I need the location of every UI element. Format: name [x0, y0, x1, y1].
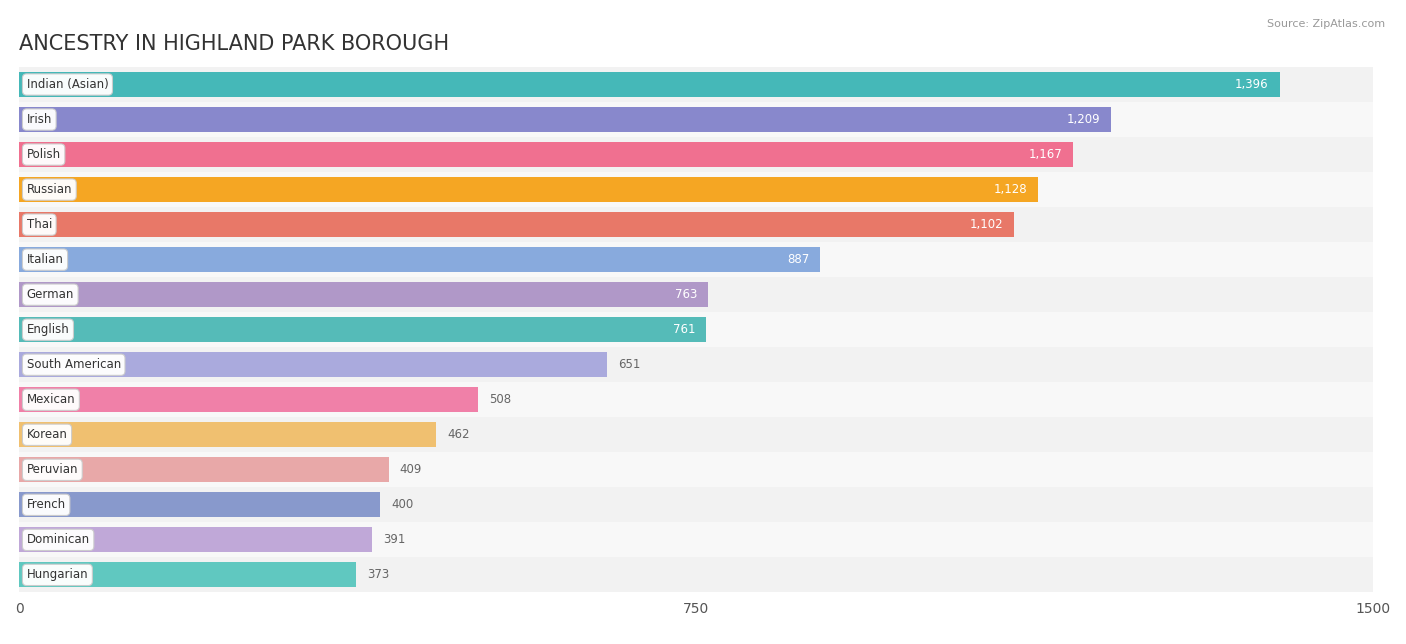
Bar — [20, 67, 1374, 102]
Bar — [20, 492, 381, 517]
Text: South American: South American — [27, 358, 121, 371]
Bar — [20, 207, 1374, 242]
Bar — [20, 488, 1374, 522]
Text: 1,396: 1,396 — [1234, 78, 1268, 91]
Text: 400: 400 — [391, 498, 413, 511]
Bar — [20, 387, 478, 412]
Bar — [20, 137, 1374, 172]
Bar — [20, 177, 1038, 202]
Bar — [20, 72, 1279, 97]
Text: German: German — [27, 288, 75, 301]
Text: 1,102: 1,102 — [970, 218, 1004, 231]
Text: Peruvian: Peruvian — [27, 463, 79, 477]
Text: 1,128: 1,128 — [993, 183, 1026, 196]
Text: 1,167: 1,167 — [1028, 148, 1062, 161]
Bar — [20, 557, 1374, 592]
Text: Irish: Irish — [27, 113, 52, 126]
Bar — [20, 347, 1374, 383]
Text: 1,209: 1,209 — [1066, 113, 1099, 126]
Text: 651: 651 — [617, 358, 640, 371]
Text: Dominican: Dominican — [27, 533, 90, 546]
Text: 763: 763 — [675, 288, 697, 301]
Bar — [20, 417, 1374, 452]
Bar — [20, 422, 436, 448]
Bar — [20, 352, 607, 377]
Bar — [20, 247, 820, 272]
Text: 761: 761 — [673, 323, 696, 336]
Text: Thai: Thai — [27, 218, 52, 231]
Bar — [20, 107, 1111, 132]
Bar — [20, 457, 388, 482]
Text: Polish: Polish — [27, 148, 60, 161]
Bar — [20, 172, 1374, 207]
Bar — [20, 312, 1374, 347]
Bar — [20, 102, 1374, 137]
Bar — [20, 383, 1374, 417]
Bar — [20, 522, 1374, 557]
Bar — [20, 212, 1014, 237]
Text: Source: ZipAtlas.com: Source: ZipAtlas.com — [1267, 19, 1385, 30]
Bar — [20, 242, 1374, 277]
Bar — [20, 562, 356, 587]
Text: 373: 373 — [367, 569, 389, 582]
Text: 462: 462 — [447, 428, 470, 441]
Text: Mexican: Mexican — [27, 393, 76, 406]
Text: English: English — [27, 323, 69, 336]
Bar — [20, 277, 1374, 312]
Text: Indian (Asian): Indian (Asian) — [27, 78, 108, 91]
Text: Hungarian: Hungarian — [27, 569, 89, 582]
Text: 409: 409 — [399, 463, 422, 477]
Text: 887: 887 — [787, 253, 810, 266]
Bar — [20, 317, 706, 343]
Text: French: French — [27, 498, 66, 511]
Bar — [20, 527, 373, 553]
Bar — [20, 452, 1374, 488]
Text: Russian: Russian — [27, 183, 72, 196]
Bar — [20, 142, 1073, 167]
Bar — [20, 282, 709, 307]
Text: Italian: Italian — [27, 253, 63, 266]
Text: Korean: Korean — [27, 428, 67, 441]
Text: 508: 508 — [489, 393, 510, 406]
Text: ANCESTRY IN HIGHLAND PARK BOROUGH: ANCESTRY IN HIGHLAND PARK BOROUGH — [20, 34, 450, 54]
Text: 391: 391 — [384, 533, 405, 546]
